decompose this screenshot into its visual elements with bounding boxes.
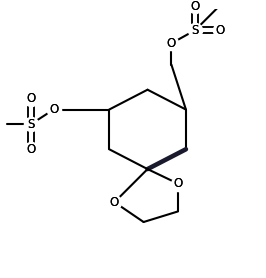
Text: O: O — [173, 177, 182, 190]
Text: O: O — [216, 24, 225, 37]
Text: O: O — [49, 103, 58, 116]
Text: O: O — [173, 177, 182, 190]
Text: O: O — [110, 196, 119, 209]
Text: S: S — [27, 118, 35, 131]
Text: O: O — [49, 103, 58, 116]
Text: O: O — [190, 0, 200, 13]
Text: S: S — [27, 118, 35, 131]
Text: O: O — [27, 93, 36, 105]
Text: S: S — [192, 24, 199, 37]
Text: O: O — [27, 93, 36, 105]
Text: O: O — [190, 0, 200, 13]
Text: S: S — [192, 24, 199, 37]
Text: O: O — [110, 196, 119, 209]
Text: O: O — [27, 143, 36, 156]
Text: O: O — [167, 37, 176, 50]
Text: O: O — [27, 143, 36, 156]
Text: O: O — [167, 37, 176, 50]
Text: O: O — [216, 24, 225, 37]
